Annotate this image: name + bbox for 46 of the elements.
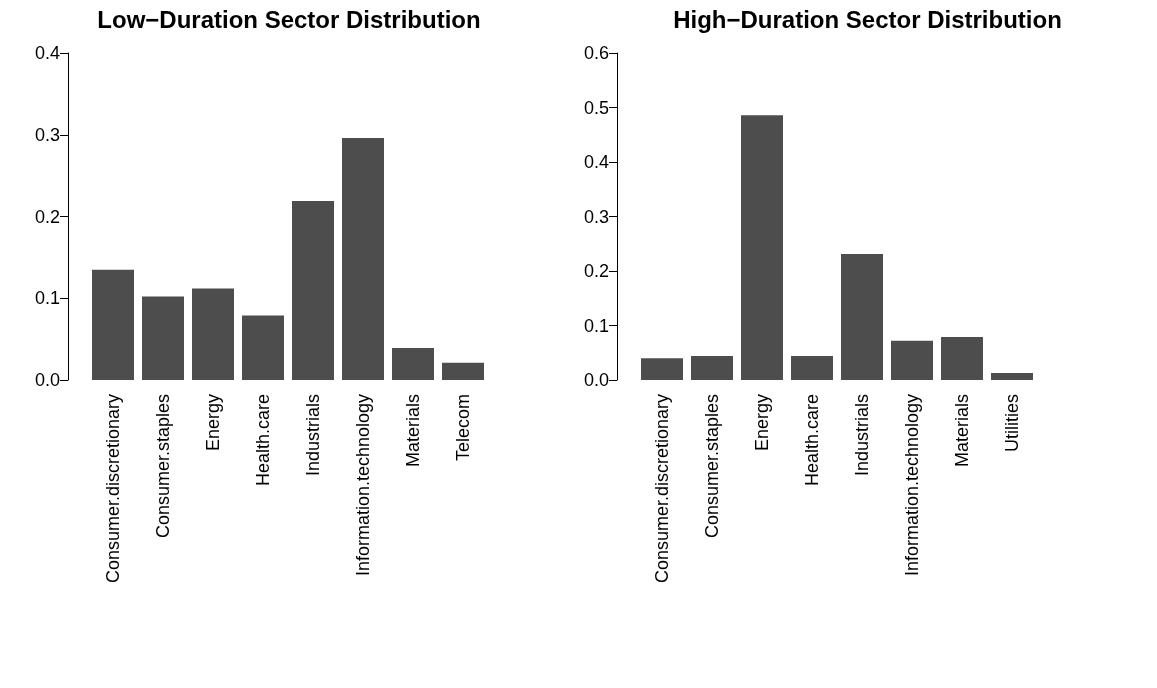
bar (292, 200, 334, 380)
x-tick-label: Consumer.discretionary (103, 394, 123, 584)
x-tick-label: Telecom (453, 394, 473, 462)
bar (841, 254, 883, 380)
y-tick-label: 0.3 (34, 124, 60, 145)
chart-title: Low−Duration Sector Distribution (97, 5, 481, 33)
bar (342, 138, 384, 380)
bar (192, 288, 234, 380)
y-tick-label: 0.2 (583, 261, 609, 281)
bar (941, 336, 983, 380)
y-tick-label: 0.0 (34, 370, 60, 390)
bar (991, 372, 1033, 380)
bar (891, 340, 933, 380)
x-tick-label: Information.technology (353, 394, 373, 577)
bar (242, 315, 284, 380)
x-tick-label: Materials (403, 394, 423, 468)
x-tick-label: Consumer.discretionary (652, 394, 672, 584)
bar (791, 356, 833, 380)
bar (691, 356, 733, 380)
y-tick-label: 0.4 (34, 43, 60, 63)
x-tick-label: Materials (952, 394, 972, 468)
x-tick-label: Utilities (1002, 394, 1022, 453)
y-tick-label: 0.2 (34, 206, 60, 227)
chart-title: High−Duration Sector Distribution (673, 5, 1062, 33)
y-tick-label: 0.6 (583, 43, 609, 63)
x-tick-label: Information.technology (902, 394, 922, 577)
bar (442, 362, 484, 380)
bar (741, 115, 783, 380)
y-tick-label: 0.5 (583, 97, 609, 118)
y-tick-label: 0.3 (583, 206, 609, 227)
x-tick-label: Consumer.staples (153, 394, 173, 539)
x-tick-label: Health.care (802, 394, 822, 487)
x-tick-label: Consumer.staples (702, 394, 722, 539)
x-tick-label: Industrials (303, 394, 323, 477)
x-tick-label: Industrials (852, 394, 872, 477)
x-tick-label: Energy (752, 394, 772, 452)
y-tick-label: 0.1 (583, 315, 609, 336)
bar (641, 358, 683, 380)
x-tick-label: Health.care (253, 394, 273, 487)
bar (92, 269, 134, 380)
bar (142, 296, 184, 380)
y-tick-label: 0.4 (583, 152, 609, 172)
x-tick-label: Energy (203, 394, 223, 452)
y-tick-label: 0.0 (583, 370, 609, 390)
y-tick-label: 0.1 (34, 288, 60, 309)
bar (392, 348, 434, 380)
